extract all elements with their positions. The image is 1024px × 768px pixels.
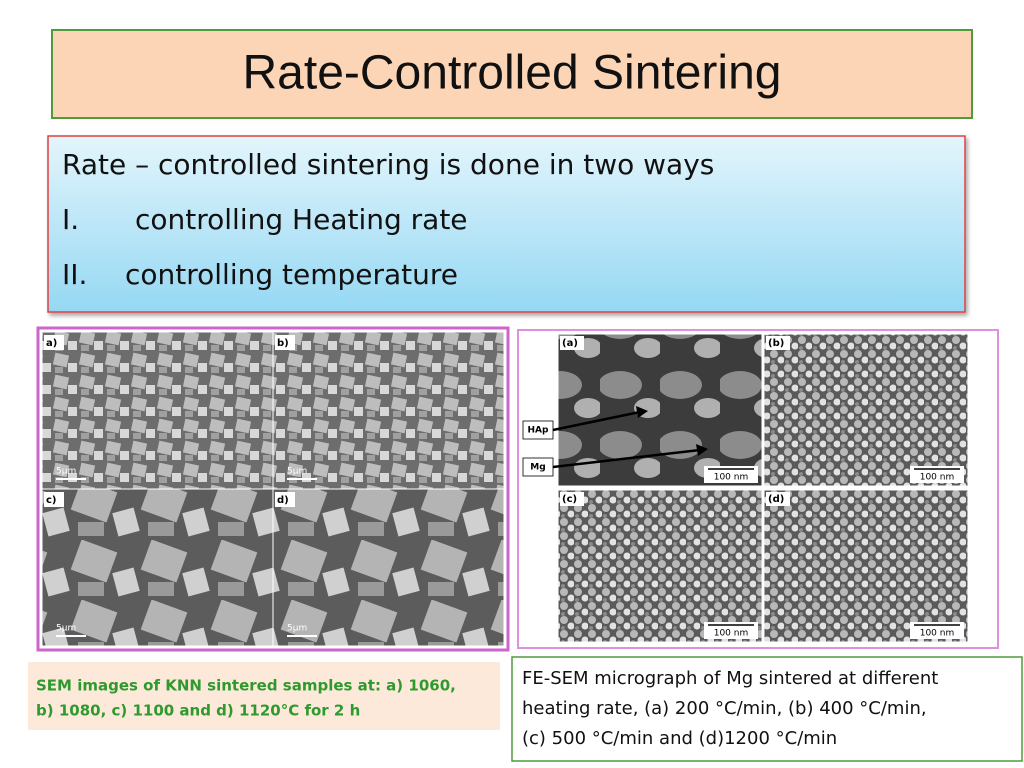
arrow-label: Mg xyxy=(530,463,545,473)
panel-label: a) xyxy=(46,338,57,349)
panel-label: b) xyxy=(277,338,289,349)
label-bg xyxy=(44,335,64,350)
intro-heading: Rate – controlled sintering is done in t… xyxy=(62,148,714,181)
scale-bg xyxy=(910,622,964,639)
panel-label: (d) xyxy=(768,494,784,505)
micrograph xyxy=(557,333,763,487)
label-bg xyxy=(44,492,64,507)
label-bg xyxy=(275,492,295,507)
label-bg xyxy=(766,336,790,350)
scale-label: 5μm xyxy=(287,467,307,477)
scale-label: 100 nm xyxy=(920,473,955,483)
scale-label: 100 nm xyxy=(920,629,955,639)
panel-label: (c) xyxy=(562,494,577,505)
item-text: controlling temperature xyxy=(125,258,458,291)
micrograph xyxy=(41,488,274,647)
intro-box xyxy=(47,135,966,313)
caption-line: heating rate, (a) 200 °C/min, (b) 400 °C… xyxy=(522,698,927,719)
caption-line: SEM images of KNN sintered samples at: a… xyxy=(36,677,456,695)
scale-bg xyxy=(704,622,758,639)
arrow xyxy=(552,410,641,432)
scale-bg xyxy=(910,466,964,483)
item-marker: I. xyxy=(62,203,79,236)
caption-line: b) 1080, c) 1100 and d) 1120°C for 2 h xyxy=(36,702,360,720)
micrograph xyxy=(272,488,505,647)
label-bg xyxy=(275,335,295,350)
arrow-head xyxy=(696,444,708,456)
caption-box xyxy=(511,656,1023,762)
panel-label: c) xyxy=(46,495,57,506)
caption-line: (c) 500 °C/min and (d)1200 °C/min xyxy=(522,728,837,749)
caption-box xyxy=(28,662,500,730)
scale-label: 5μm xyxy=(56,467,76,477)
scale-label: 100 nm xyxy=(714,629,749,639)
panel-label: (b) xyxy=(768,338,784,349)
micrograph xyxy=(557,489,763,643)
panel-label: d) xyxy=(277,495,289,506)
arrow xyxy=(552,448,701,469)
scale-label: 5μm xyxy=(56,624,76,634)
arrow-head xyxy=(636,406,648,418)
item-marker: II. xyxy=(62,258,87,291)
micrograph xyxy=(41,331,274,490)
label-bg xyxy=(560,492,584,506)
scale-label: 100 nm xyxy=(714,473,749,483)
arrow-label: HAp xyxy=(528,426,549,436)
micrograph xyxy=(272,331,505,490)
panel-label: (a) xyxy=(562,338,578,349)
title: Rate-Controlled Sintering xyxy=(243,47,782,100)
caption-line: FE-SEM micrograph of Mg sintered at diff… xyxy=(522,668,938,689)
micrograph xyxy=(763,489,969,643)
title-box xyxy=(51,29,973,119)
scale-bg xyxy=(704,466,758,483)
scale-label: 5μm xyxy=(287,624,307,634)
item-text: controlling Heating rate xyxy=(135,203,468,236)
label-bg xyxy=(560,336,584,350)
micrograph xyxy=(763,333,969,487)
label-bg xyxy=(766,492,790,506)
